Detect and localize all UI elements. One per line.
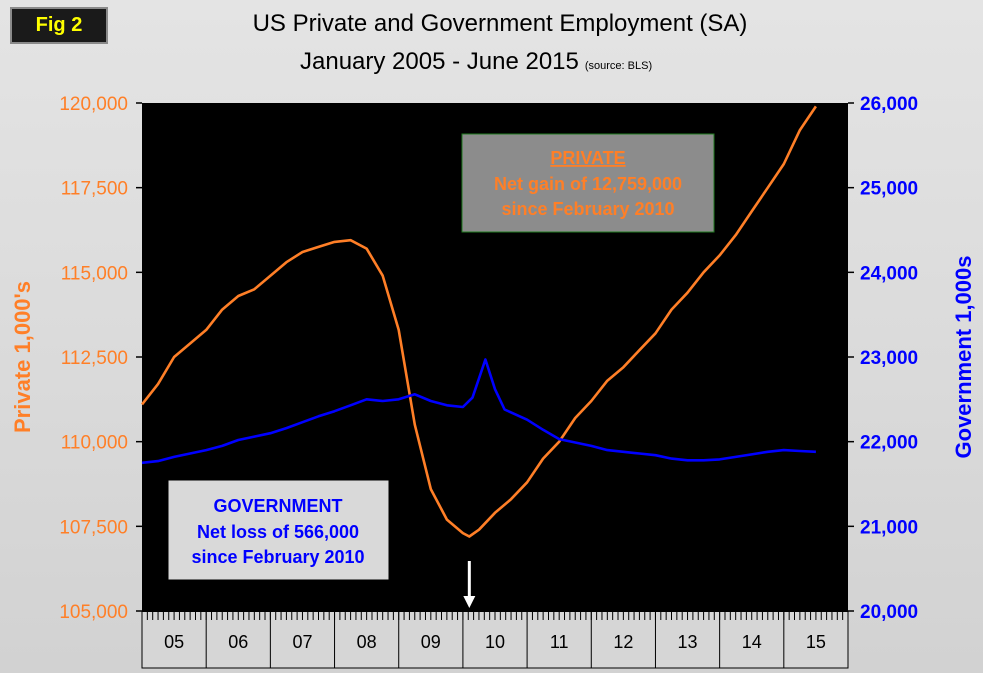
private-annotation-line2: since February 2010 — [501, 199, 674, 219]
x-tick-label: 12 — [613, 632, 633, 652]
left-tick-label: 120,000 — [59, 94, 128, 115]
x-tick-label: 10 — [485, 632, 505, 652]
right-tick-label: 20,000 — [860, 602, 918, 623]
x-tick-label: 13 — [678, 632, 698, 652]
government-annotation-line2: since February 2010 — [191, 547, 364, 567]
x-tick-label: 11 — [550, 632, 569, 652]
left-tick-label: 107,500 — [59, 517, 128, 538]
left-tick-label: 112,500 — [61, 348, 128, 369]
right-tick-label: 23,000 — [860, 348, 918, 369]
chart-title: US Private and Government Employment (SA… — [252, 10, 748, 37]
right-tick-label: 25,000 — [860, 179, 918, 200]
left-tick-label: 115,000 — [61, 263, 128, 284]
x-tick-label: 07 — [292, 632, 312, 652]
left-tick-label: 117,500 — [61, 179, 128, 200]
right-axis-title: Government 1,000s — [951, 256, 976, 459]
right-tick-label: 21,000 — [860, 517, 918, 538]
chart-subtitle-line: January 2005 - June 2015 (source: BLS) — [300, 48, 652, 76]
x-tick-label: 06 — [228, 632, 248, 652]
right-tick-label: 22,000 — [860, 433, 918, 454]
right-tick-label: 24,000 — [860, 263, 918, 284]
left-tick-label: 105,000 — [59, 602, 128, 623]
private-annotation-line1: Net gain of 12,759,000 — [494, 174, 682, 194]
x-tick-label: 14 — [742, 632, 762, 652]
private-annotation-box — [461, 133, 715, 233]
series-line-government — [141, 358, 816, 465]
figure-label: Fig 2 — [10, 7, 108, 44]
left-tick-label: 110,000 — [61, 433, 128, 454]
right-tick-label: 26,000 — [860, 94, 918, 115]
series-line-private — [140, 105, 817, 538]
marker-arrow-head — [463, 596, 476, 608]
x-tick-label: 09 — [421, 632, 441, 652]
x-tick-label: 05 — [164, 632, 184, 652]
chart-subtitle: January 2005 - June 2015 — [300, 48, 579, 75]
private-annotation-heading: PRIVATE — [550, 148, 625, 168]
series-layer — [140, 105, 817, 538]
axes-layer: 05 06 07 08 09 10 11 12 13 14 15 105,000 107,500 110,… — [10, 94, 976, 669]
government-annotation-heading: GOVERNMENT — [213, 496, 342, 516]
government-annotation-line1: Net loss of 566,000 — [197, 522, 359, 542]
left-axis-title: Private 1,000's — [10, 281, 35, 433]
x-tick-label: 15 — [806, 632, 826, 652]
annotation-layer: PRIVATE Net gain of 12,759,000 since Febru… — [167, 133, 715, 608]
x-tick-label: 08 — [357, 632, 377, 652]
x-axis-band — [141, 610, 849, 669]
chart-source: (source: BLS) — [584, 60, 653, 72]
government-annotation-box — [167, 479, 390, 581]
